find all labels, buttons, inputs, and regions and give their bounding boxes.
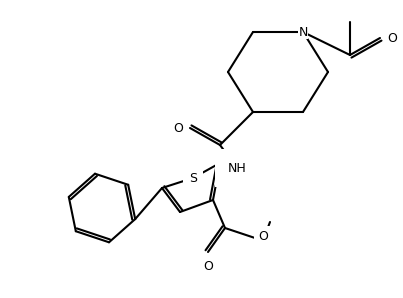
Text: O: O (387, 32, 397, 44)
Text: O: O (258, 229, 268, 243)
Text: S: S (189, 172, 197, 184)
Text: N: N (298, 26, 307, 38)
Text: NH: NH (228, 162, 246, 175)
Text: O: O (203, 260, 213, 273)
Text: O: O (173, 122, 183, 134)
